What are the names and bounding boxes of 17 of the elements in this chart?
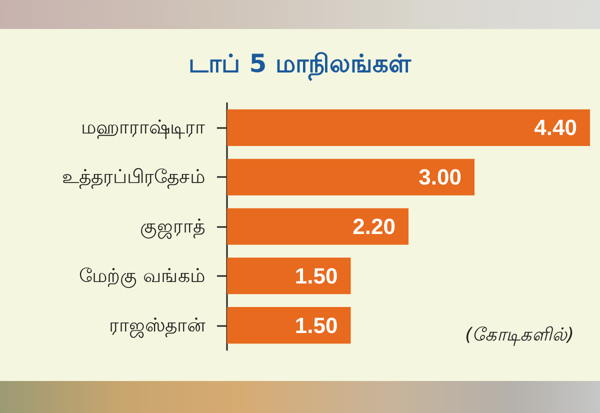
data-label: 2.20 bbox=[352, 214, 396, 239]
y-tick-label: உத்தரப்பிரதேசம் bbox=[62, 166, 205, 190]
y-tick-label: மஹாராஷ்டிரா bbox=[81, 116, 205, 139]
y-tick-label: மேற்கு வங்கம் bbox=[78, 264, 205, 288]
data-label: 1.50 bbox=[294, 263, 338, 288]
bar bbox=[227, 208, 408, 245]
chart-title: டாப் 5 மாநிலங்கள் bbox=[188, 49, 412, 81]
bar bbox=[227, 109, 590, 146]
data-label: 3.00 bbox=[418, 164, 462, 190]
bar bbox=[227, 307, 351, 344]
annotation: (கோடிகளில்) bbox=[464, 324, 574, 346]
data-label: 1.50 bbox=[294, 312, 338, 338]
y-tick-label: குஜராத் bbox=[140, 216, 205, 238]
y-tick-label: ராஜஸ்தான் bbox=[109, 314, 206, 338]
bar bbox=[227, 158, 474, 196]
bar bbox=[227, 258, 351, 294]
data-label: 4.40 bbox=[534, 115, 577, 140]
